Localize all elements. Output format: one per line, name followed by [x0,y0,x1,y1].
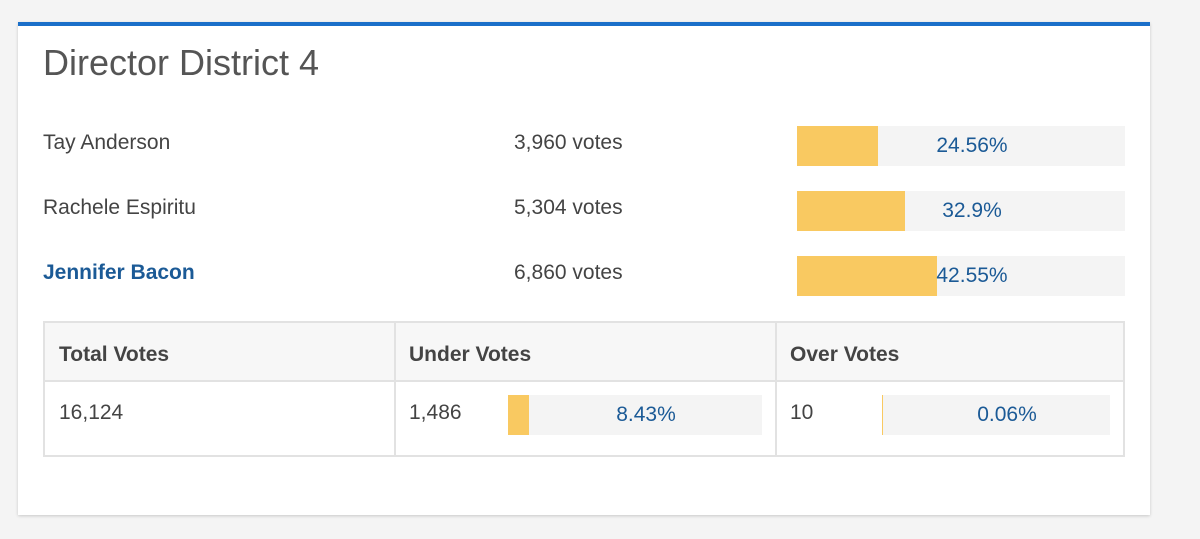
percent-fill [797,256,937,296]
percent-fill [797,191,905,231]
summary-table: Total Votes Under Votes Over Votes 16,12… [43,321,1125,457]
candidate-name: Jennifer Bacon [43,261,195,284]
candidate-percent: 24.56% [936,134,1008,157]
candidate-name: Rachele Espiritu [43,196,196,219]
candidate-percent: 42.55% [936,264,1008,287]
column-header: Total Votes [59,343,170,366]
percent-bar: 32.9% [797,191,1125,231]
under-votes-fill [508,395,530,435]
under-votes-count: 1,486 [409,401,462,424]
percent-bar: 24.56% [797,126,1125,166]
race-title: Director District 4 [43,42,320,83]
over-votes-count: 10 [790,401,814,424]
candidate-votes: 3,960 votes [514,131,623,154]
column-divider [775,323,777,455]
column-header: Under Votes [409,343,532,366]
column-header: Over Votes [790,343,900,366]
percent-bar: 42.55% [797,256,1125,296]
under-votes-percent: 8.43% [616,403,676,426]
candidate-percent: 32.9% [942,199,1002,222]
under-votes-bar: 8.43% [508,395,762,435]
candidate-votes: 6,860 votes [514,261,623,284]
total-votes: 16,124 [59,401,124,424]
summary-header-row [45,323,1123,382]
over-votes-percent: 0.06% [977,403,1037,426]
candidate-name: Tay Anderson [43,131,171,154]
percent-fill [797,126,878,166]
candidate-votes: 5,304 votes [514,196,623,219]
column-divider [394,323,396,455]
over-votes-bar: 0.06% [882,395,1110,435]
